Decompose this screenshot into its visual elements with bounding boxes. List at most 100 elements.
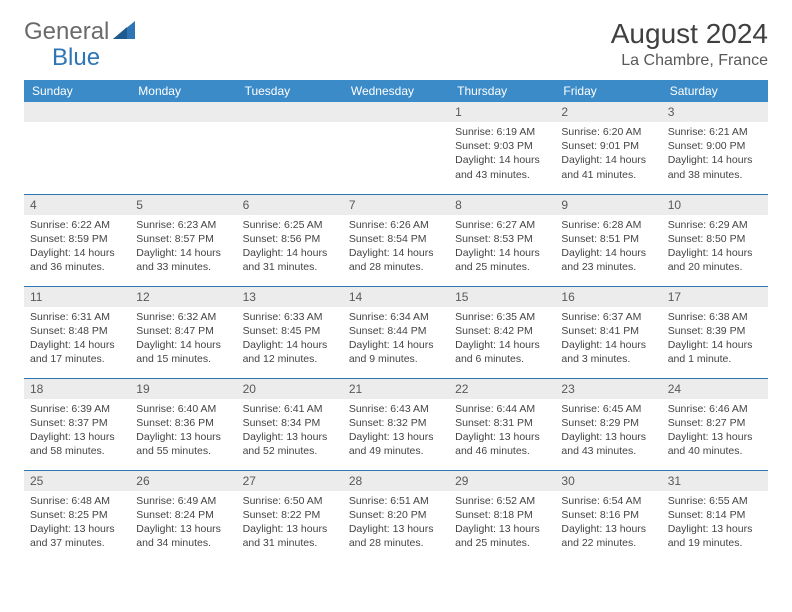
day-number: 27 (237, 471, 343, 491)
day-details: Sunrise: 6:25 AMSunset: 8:56 PMDaylight:… (237, 215, 343, 280)
calendar-cell: 28Sunrise: 6:51 AMSunset: 8:20 PMDayligh… (343, 470, 449, 562)
day-details: Sunrise: 6:49 AMSunset: 8:24 PMDaylight:… (130, 491, 236, 556)
calendar-cell: 7Sunrise: 6:26 AMSunset: 8:54 PMDaylight… (343, 194, 449, 286)
calendar-week-row: 18Sunrise: 6:39 AMSunset: 8:37 PMDayligh… (24, 378, 768, 470)
calendar-cell: 19Sunrise: 6:40 AMSunset: 8:36 PMDayligh… (130, 378, 236, 470)
calendar-header-row: SundayMondayTuesdayWednesdayThursdayFrid… (24, 80, 768, 102)
calendar-week-row: 4Sunrise: 6:22 AMSunset: 8:59 PMDaylight… (24, 194, 768, 286)
calendar-cell: 30Sunrise: 6:54 AMSunset: 8:16 PMDayligh… (555, 470, 661, 562)
calendar-cell (237, 102, 343, 194)
calendar-cell: 29Sunrise: 6:52 AMSunset: 8:18 PMDayligh… (449, 470, 555, 562)
day-number: 31 (662, 471, 768, 491)
calendar-cell: 27Sunrise: 6:50 AMSunset: 8:22 PMDayligh… (237, 470, 343, 562)
day-details: Sunrise: 6:52 AMSunset: 8:18 PMDaylight:… (449, 491, 555, 556)
day-number: 18 (24, 379, 130, 399)
day-details: Sunrise: 6:43 AMSunset: 8:32 PMDaylight:… (343, 399, 449, 464)
calendar-cell (343, 102, 449, 194)
calendar-cell: 2Sunrise: 6:20 AMSunset: 9:01 PMDaylight… (555, 102, 661, 194)
day-number: 10 (662, 195, 768, 215)
day-details: Sunrise: 6:51 AMSunset: 8:20 PMDaylight:… (343, 491, 449, 556)
calendar-cell: 6Sunrise: 6:25 AMSunset: 8:56 PMDaylight… (237, 194, 343, 286)
day-details: Sunrise: 6:41 AMSunset: 8:34 PMDaylight:… (237, 399, 343, 464)
day-number: 2 (555, 102, 661, 122)
calendar-cell: 8Sunrise: 6:27 AMSunset: 8:53 PMDaylight… (449, 194, 555, 286)
day-number: 11 (24, 287, 130, 307)
day-details: Sunrise: 6:39 AMSunset: 8:37 PMDaylight:… (24, 399, 130, 464)
calendar-cell: 11Sunrise: 6:31 AMSunset: 8:48 PMDayligh… (24, 286, 130, 378)
day-details: Sunrise: 6:38 AMSunset: 8:39 PMDaylight:… (662, 307, 768, 372)
day-number: 6 (237, 195, 343, 215)
logo-triangle-icon (113, 21, 135, 44)
calendar-cell: 24Sunrise: 6:46 AMSunset: 8:27 PMDayligh… (662, 378, 768, 470)
day-header: Saturday (662, 80, 768, 102)
day-number: 12 (130, 287, 236, 307)
day-number: 13 (237, 287, 343, 307)
day-number: 20 (237, 379, 343, 399)
day-number: 3 (662, 102, 768, 122)
day-details: Sunrise: 6:50 AMSunset: 8:22 PMDaylight:… (237, 491, 343, 556)
day-header: Sunday (24, 80, 130, 102)
day-number: 1 (449, 102, 555, 122)
day-number: 15 (449, 287, 555, 307)
calendar-body: 1Sunrise: 6:19 AMSunset: 9:03 PMDaylight… (24, 102, 768, 562)
day-number: 21 (343, 379, 449, 399)
day-number: 19 (130, 379, 236, 399)
day-number: 14 (343, 287, 449, 307)
calendar-cell (130, 102, 236, 194)
calendar-cell: 23Sunrise: 6:45 AMSunset: 8:29 PMDayligh… (555, 378, 661, 470)
day-details: Sunrise: 6:48 AMSunset: 8:25 PMDaylight:… (24, 491, 130, 556)
day-details: Sunrise: 6:45 AMSunset: 8:29 PMDaylight:… (555, 399, 661, 464)
calendar-cell: 5Sunrise: 6:23 AMSunset: 8:57 PMDaylight… (130, 194, 236, 286)
day-number: 24 (662, 379, 768, 399)
day-number: 8 (449, 195, 555, 215)
day-details: Sunrise: 6:26 AMSunset: 8:54 PMDaylight:… (343, 215, 449, 280)
day-header: Tuesday (237, 80, 343, 102)
day-header: Friday (555, 80, 661, 102)
calendar-week-row: 1Sunrise: 6:19 AMSunset: 9:03 PMDaylight… (24, 102, 768, 194)
calendar-cell: 22Sunrise: 6:44 AMSunset: 8:31 PMDayligh… (449, 378, 555, 470)
calendar-cell: 10Sunrise: 6:29 AMSunset: 8:50 PMDayligh… (662, 194, 768, 286)
calendar-cell: 25Sunrise: 6:48 AMSunset: 8:25 PMDayligh… (24, 470, 130, 562)
day-details: Sunrise: 6:34 AMSunset: 8:44 PMDaylight:… (343, 307, 449, 372)
day-number: 5 (130, 195, 236, 215)
day-number: 4 (24, 195, 130, 215)
logo: General (24, 18, 137, 46)
day-details: Sunrise: 6:54 AMSunset: 8:16 PMDaylight:… (555, 491, 661, 556)
day-header: Thursday (449, 80, 555, 102)
day-number: 25 (24, 471, 130, 491)
calendar-cell: 17Sunrise: 6:38 AMSunset: 8:39 PMDayligh… (662, 286, 768, 378)
day-details: Sunrise: 6:20 AMSunset: 9:01 PMDaylight:… (555, 122, 661, 187)
day-header: Monday (130, 80, 236, 102)
day-details: Sunrise: 6:28 AMSunset: 8:51 PMDaylight:… (555, 215, 661, 280)
calendar-week-row: 11Sunrise: 6:31 AMSunset: 8:48 PMDayligh… (24, 286, 768, 378)
logo-text-blue: Blue (52, 44, 100, 71)
calendar-week-row: 25Sunrise: 6:48 AMSunset: 8:25 PMDayligh… (24, 470, 768, 562)
calendar-cell: 4Sunrise: 6:22 AMSunset: 8:59 PMDaylight… (24, 194, 130, 286)
day-details: Sunrise: 6:35 AMSunset: 8:42 PMDaylight:… (449, 307, 555, 372)
day-details: Sunrise: 6:22 AMSunset: 8:59 PMDaylight:… (24, 215, 130, 280)
day-number: 7 (343, 195, 449, 215)
calendar-cell: 21Sunrise: 6:43 AMSunset: 8:32 PMDayligh… (343, 378, 449, 470)
day-details: Sunrise: 6:23 AMSunset: 8:57 PMDaylight:… (130, 215, 236, 280)
day-details: Sunrise: 6:55 AMSunset: 8:14 PMDaylight:… (662, 491, 768, 556)
calendar-cell: 20Sunrise: 6:41 AMSunset: 8:34 PMDayligh… (237, 378, 343, 470)
calendar-cell: 26Sunrise: 6:49 AMSunset: 8:24 PMDayligh… (130, 470, 236, 562)
day-number: 29 (449, 471, 555, 491)
day-number: 26 (130, 471, 236, 491)
calendar-cell: 18Sunrise: 6:39 AMSunset: 8:37 PMDayligh… (24, 378, 130, 470)
calendar-cell: 15Sunrise: 6:35 AMSunset: 8:42 PMDayligh… (449, 286, 555, 378)
day-number: 22 (449, 379, 555, 399)
day-details: Sunrise: 6:19 AMSunset: 9:03 PMDaylight:… (449, 122, 555, 187)
calendar-cell: 16Sunrise: 6:37 AMSunset: 8:41 PMDayligh… (555, 286, 661, 378)
day-details: Sunrise: 6:21 AMSunset: 9:00 PMDaylight:… (662, 122, 768, 187)
day-number: 28 (343, 471, 449, 491)
calendar-cell: 13Sunrise: 6:33 AMSunset: 8:45 PMDayligh… (237, 286, 343, 378)
day-number: 16 (555, 287, 661, 307)
day-details: Sunrise: 6:40 AMSunset: 8:36 PMDaylight:… (130, 399, 236, 464)
calendar-table: SundayMondayTuesdayWednesdayThursdayFrid… (24, 80, 768, 562)
calendar-cell (24, 102, 130, 194)
day-number: 17 (662, 287, 768, 307)
day-details: Sunrise: 6:33 AMSunset: 8:45 PMDaylight:… (237, 307, 343, 372)
calendar-cell: 12Sunrise: 6:32 AMSunset: 8:47 PMDayligh… (130, 286, 236, 378)
calendar-cell: 9Sunrise: 6:28 AMSunset: 8:51 PMDaylight… (555, 194, 661, 286)
